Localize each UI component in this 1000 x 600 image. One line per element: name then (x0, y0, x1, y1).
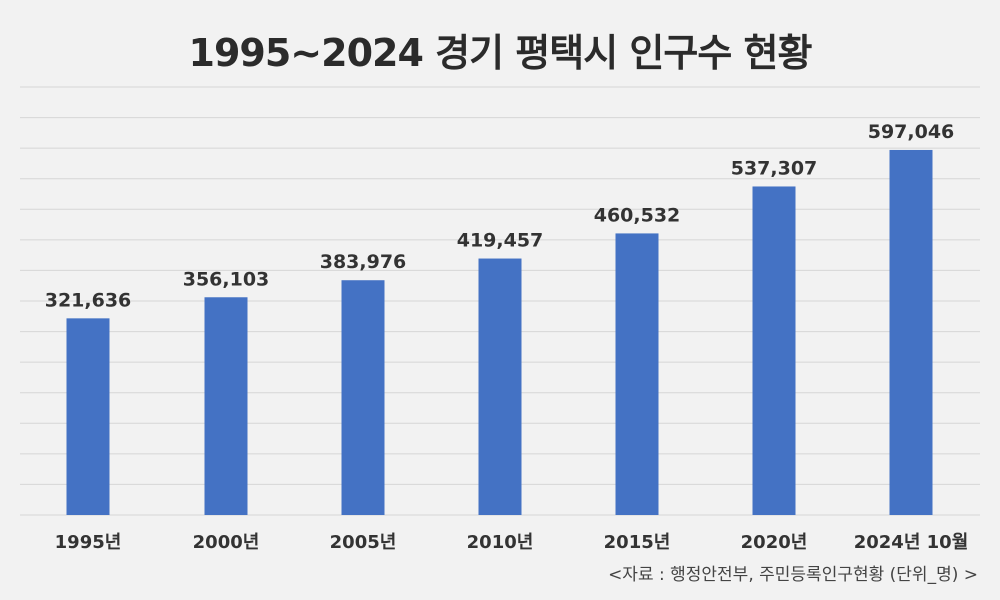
bar (204, 297, 248, 515)
bar (752, 186, 796, 515)
chart-title: 1995~2024 경기 평택시 인구수 현황 (188, 31, 813, 75)
x-tick-label: 1995년 (55, 532, 122, 553)
data-label: 356,103 (183, 268, 270, 290)
x-tick-label: 2015년 (604, 532, 671, 553)
bar (478, 258, 522, 515)
bars (66, 149, 933, 515)
data-label: 460,532 (594, 204, 681, 226)
data-label: 383,976 (320, 251, 407, 273)
x-tick-label: 2024년 10월 (854, 532, 969, 553)
data-label: 419,457 (457, 230, 544, 252)
x-tick-label: 2000년 (193, 532, 260, 553)
data-label: 597,046 (868, 121, 955, 143)
x-axis-labels: 1995년 2000년 2005년 2010년 2015년 2020년 2024년 10월 (55, 532, 969, 553)
data-labels: 321,636 356,103 383,976 419,457 460,532 537,3… (45, 121, 955, 311)
gridlines (20, 86, 980, 516)
bar (889, 149, 933, 515)
bar (341, 280, 385, 515)
x-tick-label: 2020년 (741, 532, 808, 553)
data-label: 321,636 (45, 289, 132, 311)
x-tick-label: 2005년 (330, 532, 397, 553)
x-tick-label: 2010년 (467, 532, 534, 553)
bar (615, 233, 659, 515)
data-label: 537,307 (731, 157, 818, 179)
bar (66, 318, 110, 515)
source-note: <자료 : 행정안전부, 주민등록인구현황 (단위_명) > (608, 565, 978, 585)
